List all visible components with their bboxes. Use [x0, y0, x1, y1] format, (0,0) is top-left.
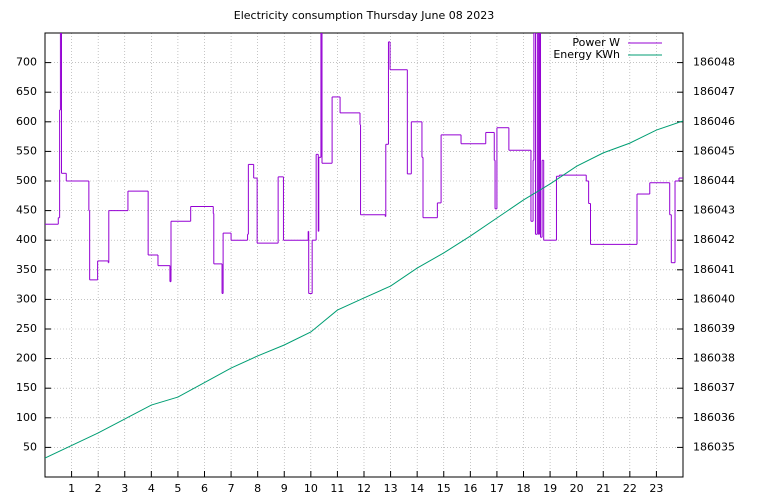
y2-tick-label: 186039 [693, 322, 735, 335]
y2-tick-label: 186037 [693, 381, 735, 394]
y2-tick-label: 186036 [693, 411, 735, 424]
x-tick-label: 4 [148, 482, 155, 495]
y-tick-label: 350 [16, 263, 37, 276]
y2-tick-label: 186045 [693, 144, 735, 157]
x-tick-label: 23 [649, 482, 663, 495]
legend-label: Energy KWh [553, 48, 620, 61]
y2-tick-label: 186035 [693, 440, 735, 453]
y-tick-label: 250 [16, 322, 37, 335]
x-tick-label: 14 [410, 482, 424, 495]
y-tick-label: 400 [16, 233, 37, 246]
plot-area [45, 33, 683, 459]
y-tick-label: 550 [16, 144, 37, 157]
x-tick-label: 1 [68, 482, 75, 495]
x-tick-label: 20 [570, 482, 584, 495]
x-tick-label: 19 [543, 482, 557, 495]
y2-tick-label: 186044 [693, 174, 735, 187]
x-tick-label: 18 [517, 482, 531, 495]
x-tick-label: 11 [330, 482, 344, 495]
y-tick-label: 450 [16, 204, 37, 217]
x-tick-label: 10 [304, 482, 318, 495]
y2-tick-label: 186040 [693, 292, 735, 305]
x-tick-label: 3 [121, 482, 128, 495]
chart-title: Electricity consumption Thursday June 08… [234, 9, 494, 22]
x-tick-label: 6 [201, 482, 208, 495]
y-tick-label: 650 [16, 85, 37, 98]
y-tick-label: 200 [16, 352, 37, 365]
x-tick-label: 17 [490, 482, 504, 495]
y-tick-label: 700 [16, 56, 37, 69]
y-tick-label: 50 [23, 440, 37, 453]
y2-tick-label: 186046 [693, 115, 735, 128]
y-tick-label: 300 [16, 292, 37, 305]
y2-tick-label: 186048 [693, 56, 735, 69]
y2-tick-label: 186047 [693, 85, 735, 98]
x-tick-label: 16 [463, 482, 477, 495]
x-tick-label: 8 [254, 482, 261, 495]
y-tick-label: 600 [16, 115, 37, 128]
legend-label: Power W [572, 36, 620, 49]
x-tick-label: 9 [281, 482, 288, 495]
x-tick-label: 15 [437, 482, 451, 495]
x-tick-label: 13 [384, 482, 398, 495]
x-tick-label: 12 [357, 482, 371, 495]
x-tick-label: 5 [174, 482, 181, 495]
y2-tick-label: 186041 [693, 263, 735, 276]
y2-tick-label: 186043 [693, 204, 735, 217]
x-tick-label: 2 [95, 482, 102, 495]
y2-tick-label: 186042 [693, 233, 735, 246]
y-tick-label: 100 [16, 411, 37, 424]
x-tick-label: 21 [596, 482, 610, 495]
y2-tick-label: 186038 [693, 352, 735, 365]
y-tick-label: 150 [16, 381, 37, 394]
energy-line [45, 120, 683, 459]
x-tick-label: 7 [228, 482, 235, 495]
plot-frame [44, 32, 684, 478]
y-tick-label: 500 [16, 174, 37, 187]
x-tick-label: 22 [623, 482, 637, 495]
